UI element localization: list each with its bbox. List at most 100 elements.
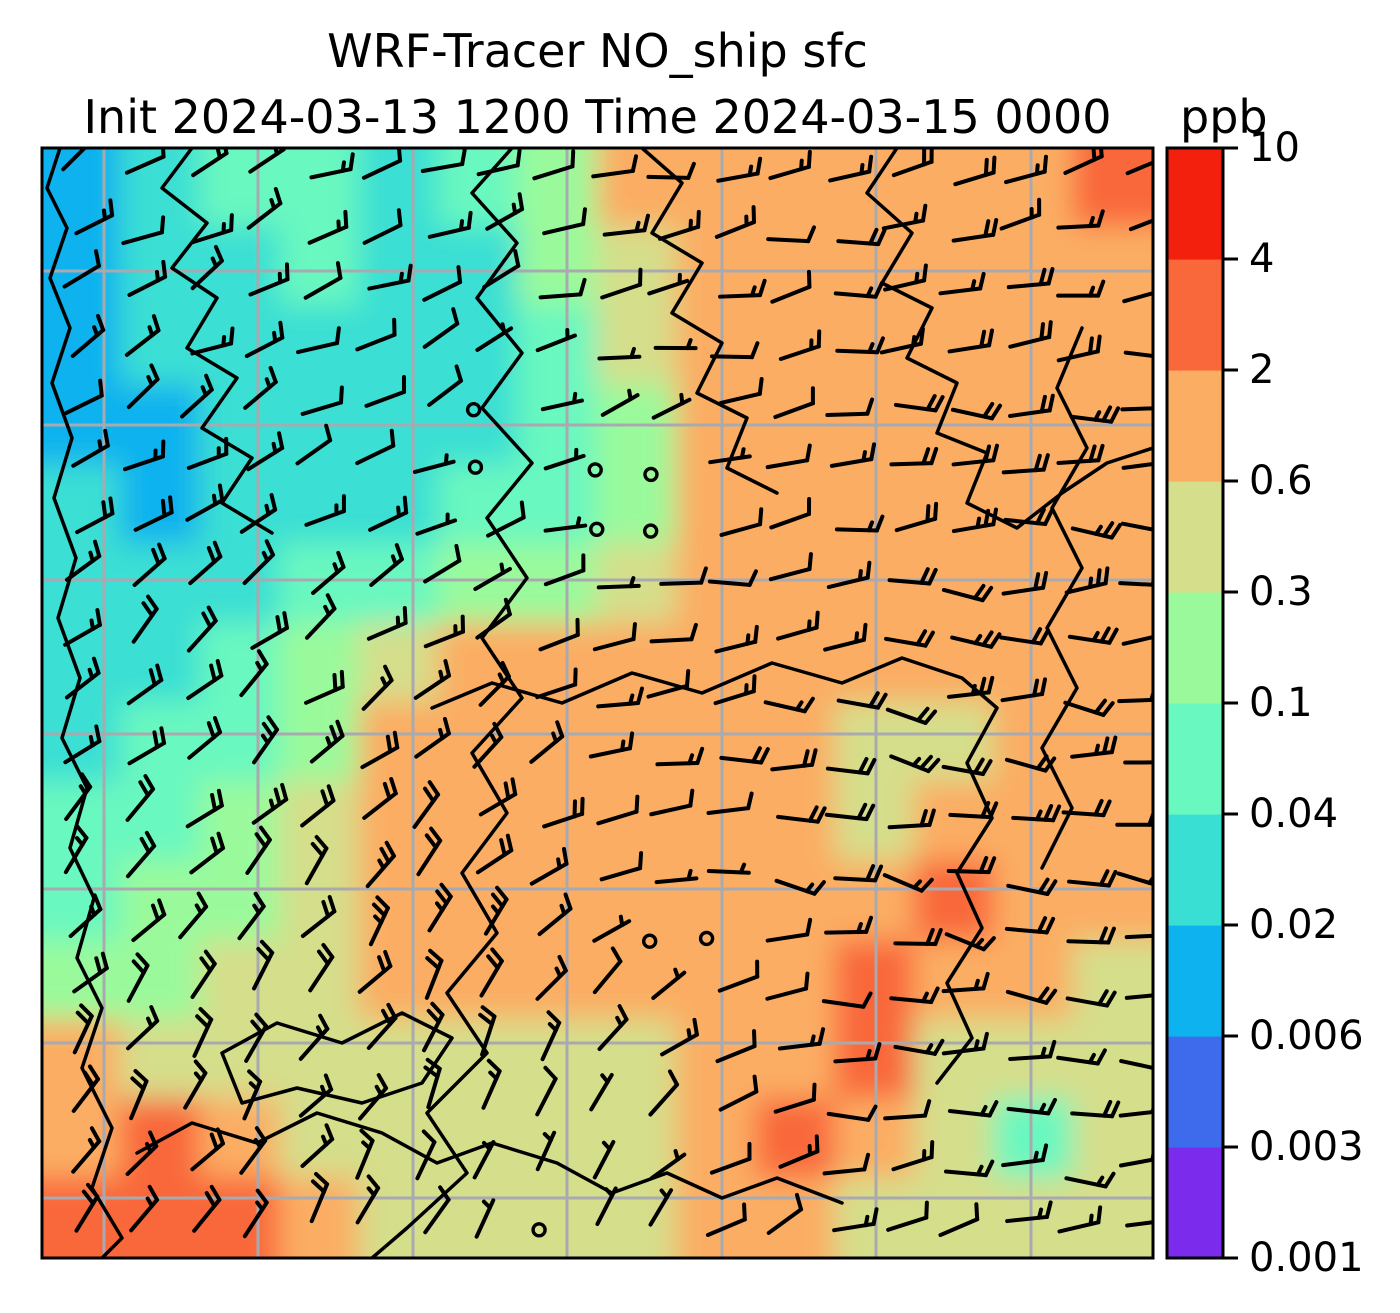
barb-staff	[1119, 1059, 1153, 1070]
colorbar-tick-label: 0.1	[1249, 680, 1313, 726]
barb-full-feather	[500, 660, 511, 679]
barb-half-feather	[458, 219, 465, 232]
heatmap-cell	[1072, 1019, 1153, 1101]
barb-full-feather	[389, 777, 398, 796]
wind-barb	[185, 483, 225, 522]
barb-full-feather	[1097, 989, 1109, 1007]
barb-full-feather	[1159, 685, 1164, 699]
barb-half-feather	[481, 1140, 492, 1152]
barb-full-feather	[807, 552, 813, 572]
wind-barb	[592, 914, 632, 943]
barb-full-feather	[862, 1152, 871, 1172]
barb-full-feather	[135, 952, 150, 968]
wind-barb	[121, 215, 166, 246]
wind-barb	[1056, 279, 1106, 298]
barb-full-feather	[212, 716, 223, 735]
barb-full-feather	[806, 225, 817, 244]
wind-barb	[300, 385, 344, 416]
wind-barb	[659, 566, 708, 586]
barb-half-feather	[912, 879, 923, 890]
barb-full-feather	[254, 1126, 268, 1143]
wind-barb	[183, 1059, 208, 1110]
barb-full-feather	[1038, 267, 1047, 287]
colorbar-tick-label: 0.001	[1249, 1235, 1364, 1281]
barb-full-feather	[755, 156, 763, 176]
calm-wind-circle	[698, 930, 715, 947]
barb-full-feather	[1035, 754, 1049, 771]
barb-full-feather	[255, 1188, 269, 1205]
coastline-path	[865, 148, 1153, 530]
barb-half-feather	[221, 335, 227, 348]
heatmap-cell	[1072, 939, 1153, 1022]
barb-full-feather	[686, 161, 696, 180]
barb-full-feather	[321, 942, 335, 960]
barb-full-feather	[866, 1104, 878, 1122]
barb-full-feather	[490, 892, 505, 909]
barb-staff	[718, 391, 762, 405]
barb-full-feather	[223, 148, 229, 156]
barb-half-feather	[374, 1084, 383, 1097]
barb-full-feather	[983, 444, 992, 464]
wind-barb	[1004, 154, 1048, 185]
heatmap-cell	[517, 702, 599, 784]
barb-full-feather	[422, 786, 436, 804]
barb-half-feather	[745, 633, 751, 646]
wind-barb	[540, 391, 584, 412]
wind-barb	[706, 862, 751, 875]
barb-half-feather	[973, 633, 983, 646]
barb-half-feather	[194, 903, 203, 915]
wind-barb	[486, 500, 526, 538]
heatmap-cell	[42, 1177, 43, 1258]
wind-barb	[718, 278, 767, 299]
wind-barb	[643, 466, 659, 483]
barb-half-feather	[443, 453, 449, 466]
barb-full-feather	[933, 395, 945, 413]
wind-barb	[538, 277, 587, 300]
barb-full-feather	[1045, 879, 1058, 896]
barb-half-feather	[1088, 576, 1094, 589]
barb-full-feather	[1033, 572, 1041, 591]
barb-half-feather	[366, 1186, 376, 1197]
heatmap-cell	[42, 1019, 43, 1101]
barb-full-feather	[376, 1073, 389, 1091]
wind-barb	[592, 622, 637, 652]
wind-barb	[358, 1073, 389, 1121]
wind-barb	[357, 949, 393, 994]
barb-full-feather	[517, 192, 525, 212]
barb-staff	[649, 637, 694, 644]
heatmap-cell	[120, 622, 202, 704]
barb-full-feather	[79, 772, 93, 789]
heatmap-cell	[120, 1257, 202, 1258]
heatmap-cell	[755, 148, 837, 149]
wind-barb	[891, 1140, 935, 1172]
wind-barb	[715, 1029, 757, 1064]
wind-barb	[778, 329, 822, 361]
barb-full-feather	[1043, 756, 1057, 773]
barb-full-feather	[131, 959, 146, 975]
barb-full-feather	[1102, 1099, 1113, 1118]
barb-half-feather	[914, 271, 920, 285]
heatmap-cell	[596, 464, 678, 546]
heatmap-cell	[755, 781, 837, 863]
heatmap-cell	[755, 939, 837, 1022]
wind-barb	[1124, 933, 1153, 940]
barb-half-feather	[975, 1164, 984, 1177]
barb-half-feather	[396, 505, 401, 519]
barb-full-feather	[195, 1014, 210, 1029]
heatmap-cell	[596, 702, 678, 784]
heatmap-cell	[517, 1098, 599, 1180]
barb-full-feather	[752, 1074, 759, 1094]
wind-barb	[482, 249, 521, 289]
barb-full-feather	[873, 281, 884, 299]
barb-staff	[538, 632, 580, 652]
wind-barb	[475, 322, 514, 352]
barb-half-feather	[87, 1137, 97, 1150]
barb-full-feather	[130, 1076, 146, 1091]
heatmap-cell	[1072, 1177, 1153, 1258]
barb-staff	[766, 237, 811, 244]
barb-full-feather	[1101, 405, 1113, 423]
barb-full-feather	[1035, 507, 1046, 526]
heatmap-cell	[993, 781, 1075, 863]
barb-half-feather	[854, 631, 860, 644]
